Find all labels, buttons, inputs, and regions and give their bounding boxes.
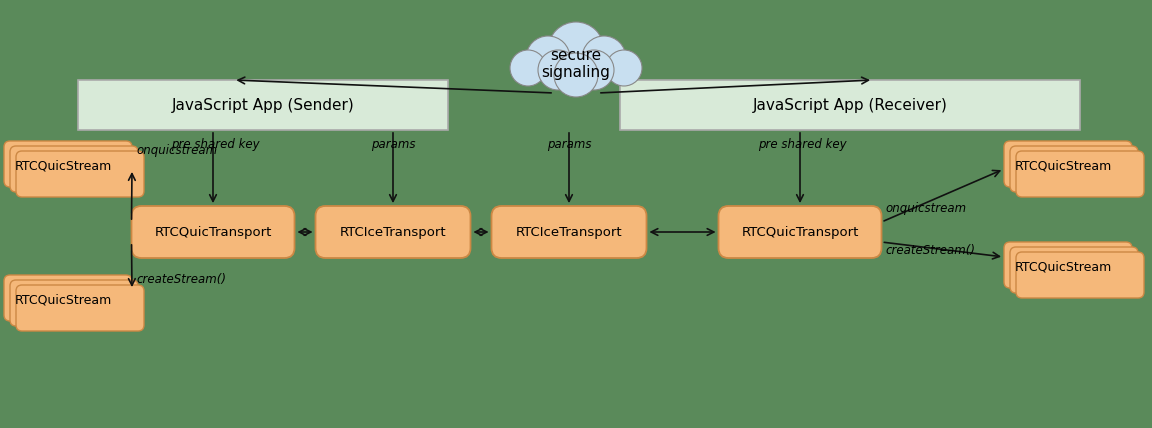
FancyBboxPatch shape	[10, 146, 138, 192]
FancyBboxPatch shape	[1016, 252, 1144, 298]
Text: pre shared key: pre shared key	[758, 137, 847, 151]
Circle shape	[526, 36, 570, 80]
Text: RTCQuicStream: RTCQuicStream	[14, 160, 112, 172]
FancyBboxPatch shape	[16, 285, 144, 331]
Text: RTCQuicTransport: RTCQuicTransport	[154, 226, 272, 238]
Text: RTCIceTransport: RTCIceTransport	[340, 226, 446, 238]
Circle shape	[538, 50, 578, 90]
Text: params: params	[371, 137, 415, 151]
Text: RTCQuicStream: RTCQuicStream	[1015, 261, 1112, 273]
Text: onquicstream: onquicstream	[136, 143, 217, 157]
FancyBboxPatch shape	[1010, 247, 1138, 293]
FancyBboxPatch shape	[10, 280, 138, 326]
FancyBboxPatch shape	[1005, 141, 1132, 187]
FancyBboxPatch shape	[1016, 151, 1144, 197]
FancyBboxPatch shape	[620, 80, 1081, 130]
Text: RTCQuicStream: RTCQuicStream	[14, 294, 112, 306]
Text: RTCQuicTransport: RTCQuicTransport	[742, 226, 858, 238]
FancyBboxPatch shape	[3, 275, 132, 321]
Text: RTCIceTransport: RTCIceTransport	[516, 226, 622, 238]
FancyBboxPatch shape	[316, 206, 470, 258]
Circle shape	[548, 22, 604, 78]
Text: JavaScript App (Sender): JavaScript App (Sender)	[172, 98, 355, 113]
FancyBboxPatch shape	[1005, 242, 1132, 288]
FancyBboxPatch shape	[78, 80, 448, 130]
Text: onquicstream: onquicstream	[886, 202, 967, 214]
Circle shape	[606, 50, 642, 86]
FancyBboxPatch shape	[719, 206, 881, 258]
FancyBboxPatch shape	[1010, 146, 1138, 192]
Text: params: params	[547, 137, 591, 151]
Text: createStream(): createStream()	[886, 244, 976, 256]
Text: pre shared key: pre shared key	[170, 137, 259, 151]
Circle shape	[582, 36, 626, 80]
Text: createStream(): createStream()	[136, 273, 226, 286]
Text: RTCQuicStream: RTCQuicStream	[1015, 160, 1112, 172]
FancyBboxPatch shape	[3, 141, 132, 187]
FancyBboxPatch shape	[16, 151, 144, 197]
Text: secure
signaling: secure signaling	[541, 48, 611, 80]
FancyBboxPatch shape	[131, 206, 295, 258]
Circle shape	[554, 53, 598, 97]
Circle shape	[510, 50, 546, 86]
Text: JavaScript App (Receiver): JavaScript App (Receiver)	[752, 98, 947, 113]
FancyBboxPatch shape	[492, 206, 646, 258]
Circle shape	[574, 50, 614, 90]
